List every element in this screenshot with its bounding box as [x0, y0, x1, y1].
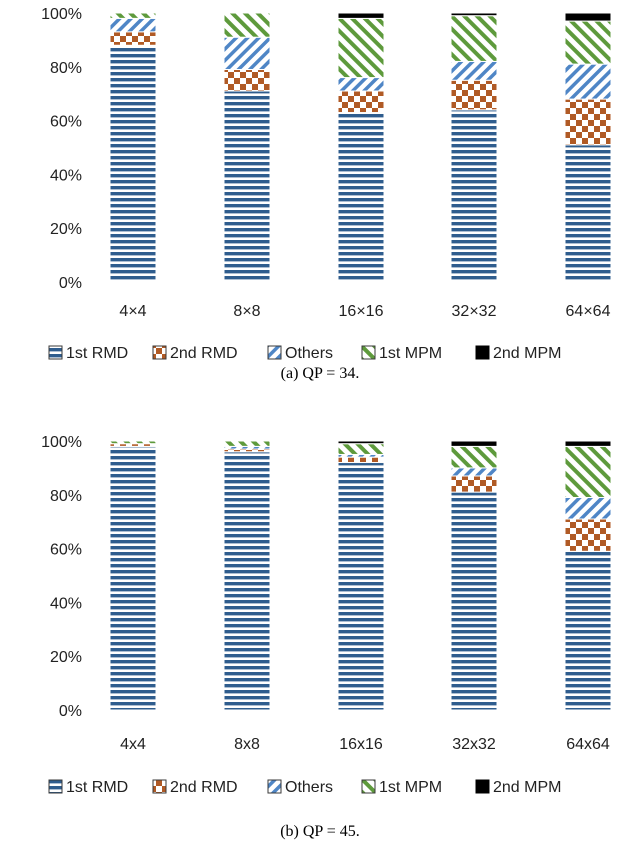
x-axis-categories: 4x4 8x8 16x16 32x32 64x64 [120, 736, 610, 753]
bar-segment-1st-rmd [564, 550, 612, 711]
bar-segment-2nd-rmd [450, 79, 498, 111]
legend-label-2nd-rmd: 2nd RMD [170, 345, 238, 362]
legend-label-others: Others [285, 779, 333, 796]
chart-caption: (a) QP = 34. [281, 365, 360, 382]
chart-caption: (b) QP = 45. [280, 823, 360, 840]
bar-segment-others [337, 77, 385, 92]
legend-swatch-2nd-mpm [475, 779, 490, 794]
bar-segment-1st-rmd [109, 445, 157, 711]
x-category-label: 16×16 [339, 303, 384, 320]
bars [109, 440, 612, 711]
bar-segment-2nd-mpm [564, 12, 612, 22]
bar-segment-1st-mpm [564, 445, 612, 498]
bar-segment-1st-rmd [450, 491, 498, 711]
bar-segment-1st-mpm [223, 12, 271, 38]
y-tick-label: 100% [41, 434, 82, 451]
legend-swatch-2nd-mpm [475, 345, 490, 360]
bars [109, 12, 612, 283]
bar-segment-1st-rmd [223, 451, 271, 711]
y-tick-label: 20% [50, 649, 82, 666]
bar-segment-2nd-mpm [450, 12, 498, 17]
bar-segment-1st-mpm [109, 440, 157, 445]
legend-swatch-1st-rmd [48, 779, 63, 794]
chart-b: 0% 20% 40% 60% 80% 100% 4x4 8x8 16x16 32x32 64x64… [41, 434, 612, 840]
bar-segment-2nd-mpm [337, 440, 385, 445]
legend-swatch-others [267, 345, 282, 360]
x-category-label: 8×8 [233, 303, 260, 320]
bar-segment-2nd-rmd [450, 475, 498, 493]
x-category-label: 64×64 [566, 303, 611, 320]
y-tick-label: 0% [59, 275, 82, 292]
y-tick-label: 80% [50, 60, 82, 77]
bar-segment-2nd-mpm [450, 440, 498, 447]
bar-segment-2nd-rmd [564, 518, 612, 552]
y-tick-label: 60% [50, 542, 82, 559]
y-tick-label: 40% [50, 595, 82, 612]
bar-segment-1st-mpm [564, 20, 612, 65]
bar-segment-2nd-rmd [337, 456, 385, 464]
y-tick-label: 20% [50, 221, 82, 238]
y-tick-label: 0% [59, 703, 82, 720]
y-tick-label: 80% [50, 488, 82, 505]
bar-segment-1st-rmd [337, 462, 385, 711]
legend-swatch-2nd-rmd [152, 345, 167, 360]
x-category-label: 4×4 [119, 303, 146, 320]
chart-a: 0% 20% 40% 60% 80% 100% 4×4 8×8 16×16 32×32 64×64… [41, 6, 612, 382]
bar-segment-1st-rmd [564, 144, 612, 283]
bar-segment-others [564, 63, 612, 100]
bar-segment-1st-mpm [109, 12, 157, 19]
bar-segment-1st-rmd [450, 109, 498, 283]
bar-segment-others [450, 60, 498, 81]
x-category-label: 8x8 [234, 736, 260, 753]
y-axis-ticks: 0% 20% 40% 60% 80% 100% [41, 434, 82, 720]
bar-segment-others [450, 467, 498, 477]
legend-swatch-1st-mpm [361, 779, 376, 794]
bar-segment-2nd-mpm [564, 440, 612, 447]
bar-segment-2nd-rmd [564, 98, 612, 146]
bar-segment-1st-rmd [223, 90, 271, 283]
x-axis-categories: 4×4 8×8 16×16 32×32 64×64 [119, 303, 610, 320]
legend-label-2nd-rmd: 2nd RMD [170, 779, 238, 796]
bar-segment-1st-rmd [337, 112, 385, 283]
legend-swatch-1st-mpm [361, 345, 376, 360]
bar-segment-others [223, 36, 271, 70]
bar-segment-others [109, 17, 157, 33]
bar-segment-2nd-rmd [223, 68, 271, 92]
bar-segment-1st-rmd [109, 44, 157, 283]
y-tick-label: 40% [50, 167, 82, 184]
y-tick-label: 100% [41, 6, 82, 23]
bar-segment-others [564, 496, 612, 520]
legend-label-2nd-mpm: 2nd MPM [493, 345, 561, 362]
bar-segment-1st-mpm [337, 443, 385, 455]
legend: 1st RMD 2nd RMD Others 1st MPM 2nd MPM [48, 779, 561, 796]
bar-segment-2nd-rmd [337, 90, 385, 114]
x-category-label: 4x4 [120, 736, 146, 753]
legend-swatch-1st-rmd [48, 345, 63, 360]
bar-segment-2nd-mpm [337, 12, 385, 19]
legend-label-1st-rmd: 1st RMD [66, 779, 128, 796]
legend: 1st RMD 2nd RMD Others 1st MPM 2nd MPM [48, 345, 561, 362]
bar-segment-1st-mpm [450, 15, 498, 62]
legend-swatch-others [267, 779, 282, 794]
x-category-label: 16x16 [339, 736, 383, 753]
bar-segment-1st-mpm [223, 440, 271, 447]
legend-label-1st-mpm: 1st MPM [379, 345, 442, 362]
legend-label-others: Others [285, 345, 333, 362]
y-tick-label: 60% [50, 114, 82, 131]
legend-label-1st-mpm: 1st MPM [379, 779, 442, 796]
x-category-label: 32×32 [452, 303, 497, 320]
x-category-label: 64x64 [566, 736, 610, 753]
y-axis-ticks: 0% 20% 40% 60% 80% 100% [41, 6, 82, 292]
bar-segment-1st-mpm [337, 17, 385, 79]
legend-label-1st-rmd: 1st RMD [66, 345, 128, 362]
x-category-label: 32x32 [452, 736, 496, 753]
legend-label-2nd-mpm: 2nd MPM [493, 779, 561, 796]
bar-segment-1st-mpm [450, 445, 498, 469]
legend-swatch-2nd-rmd [152, 779, 167, 794]
bar-segment-2nd-rmd [109, 31, 157, 46]
